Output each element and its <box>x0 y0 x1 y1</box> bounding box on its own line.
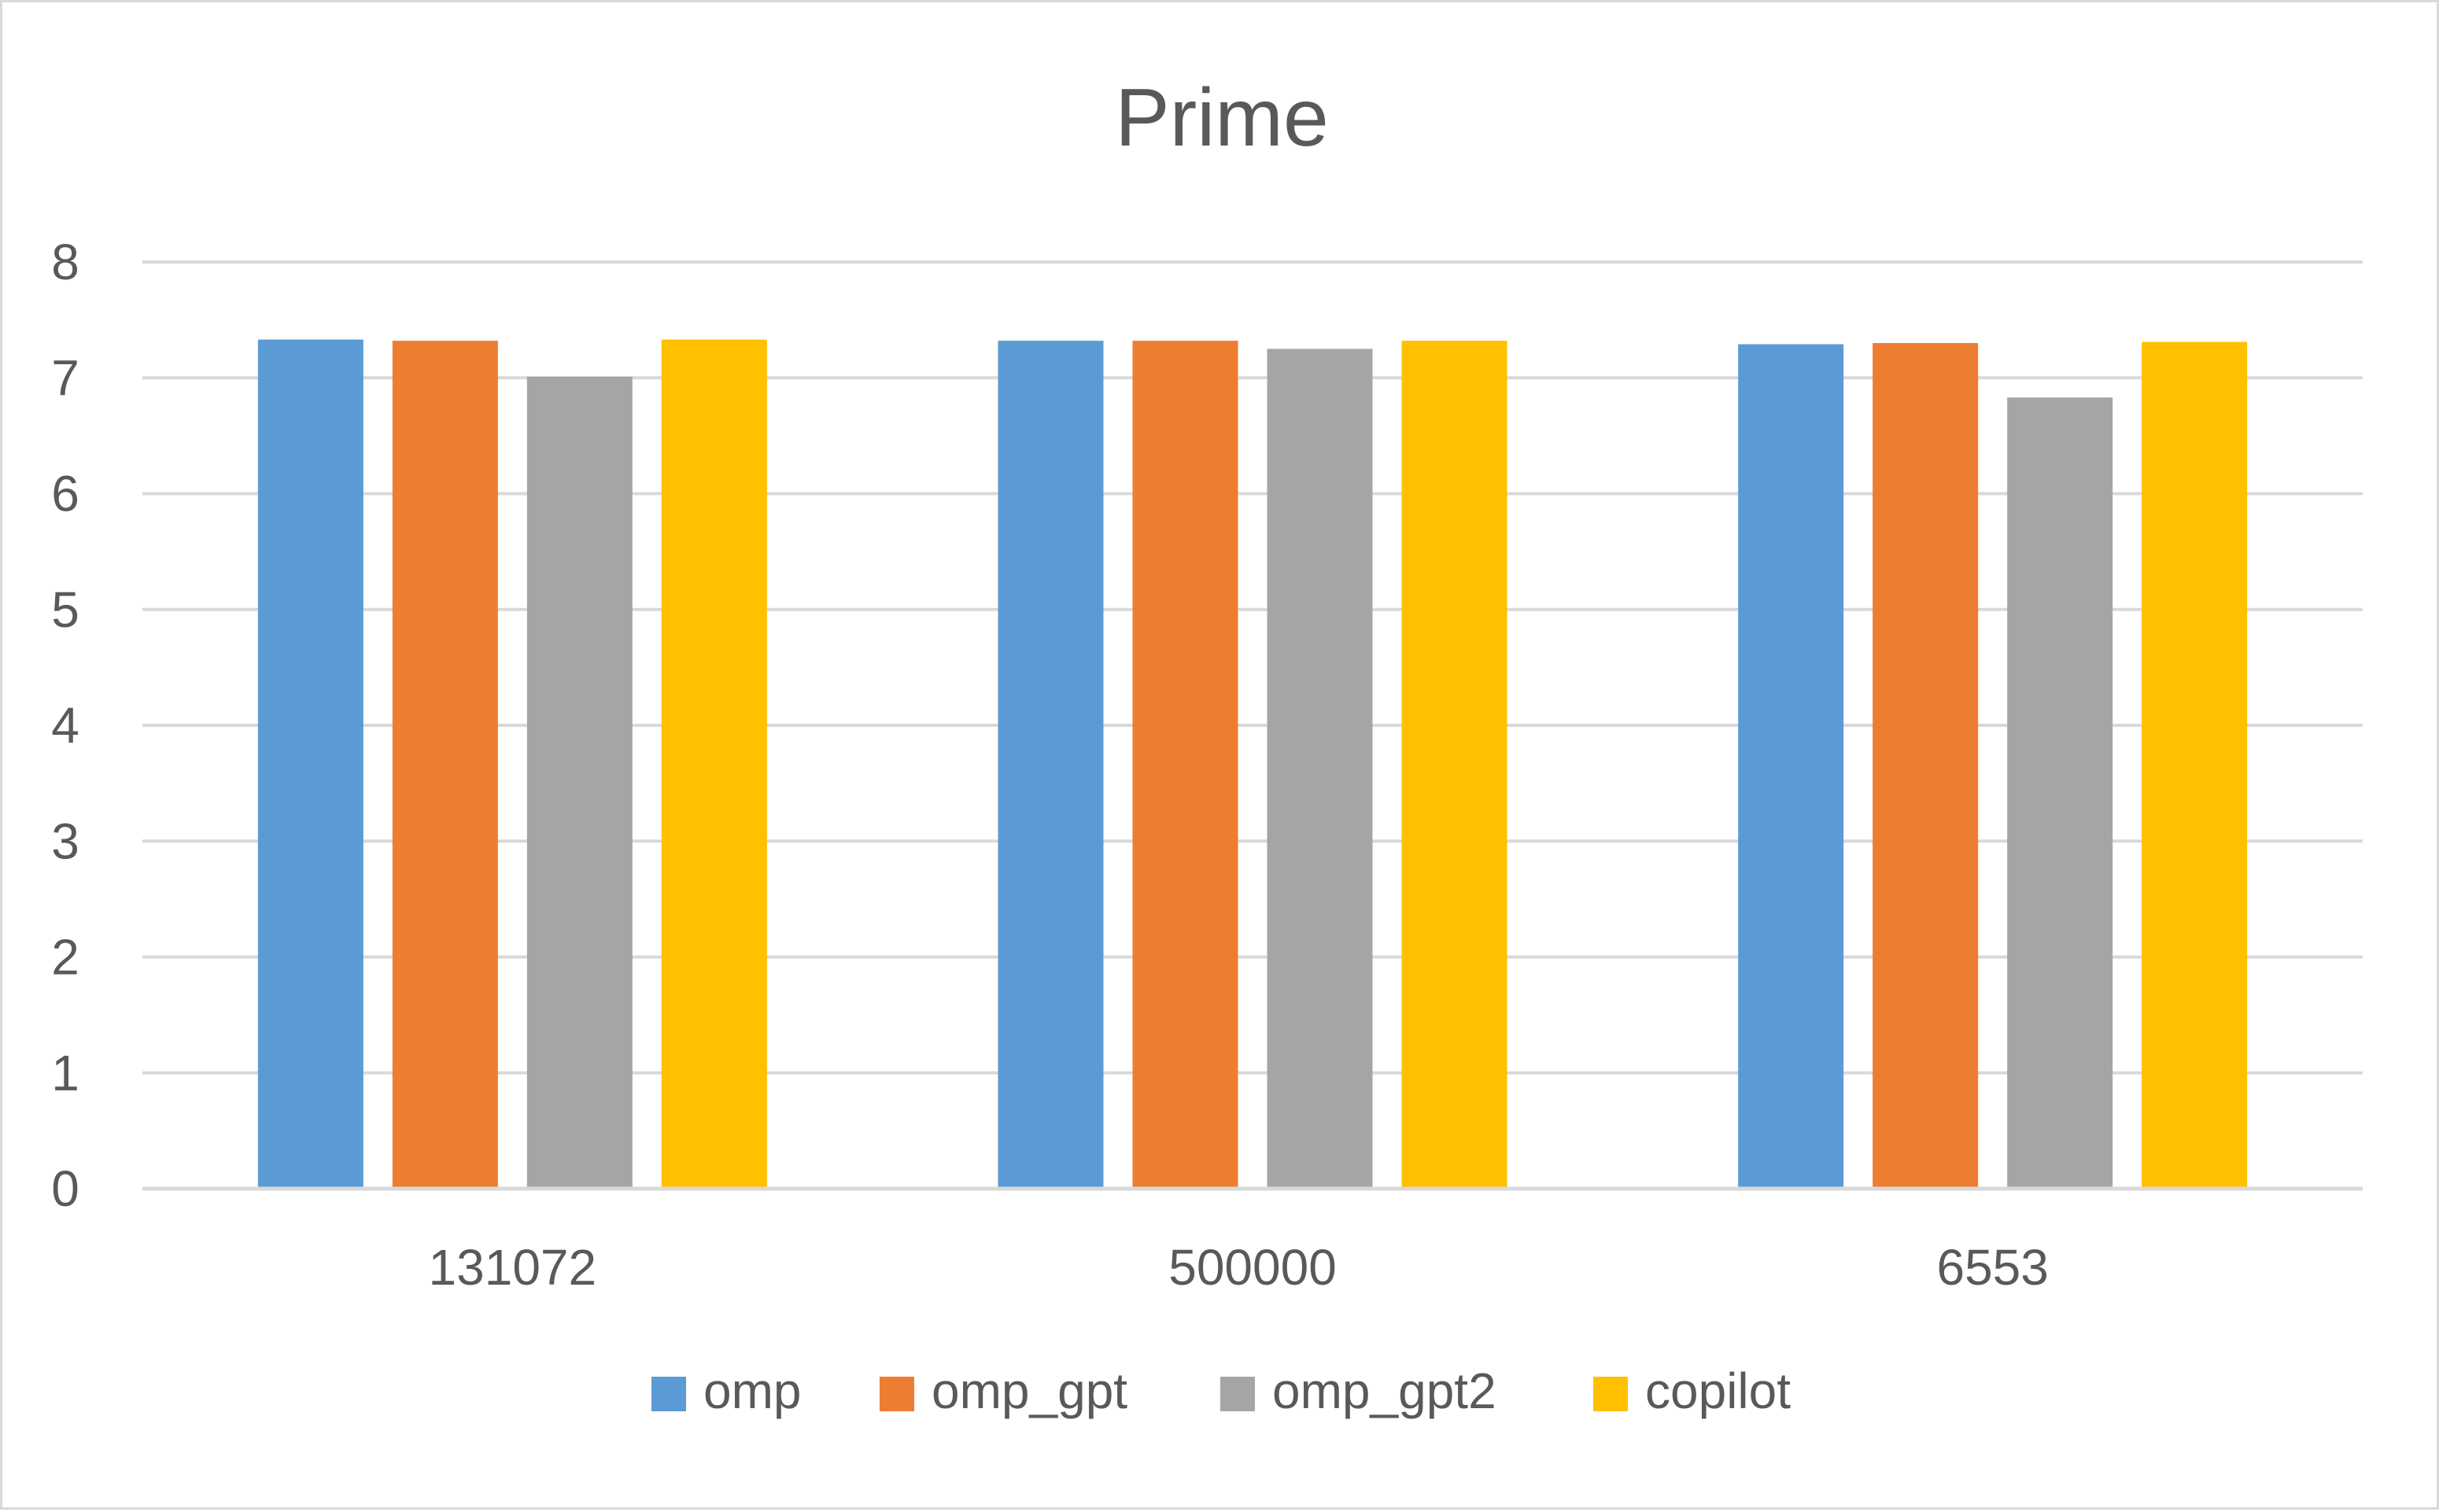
y-tick-label: 2 <box>51 929 79 986</box>
bar-omp_gpt2-500000 <box>1267 348 1373 1189</box>
bar-omp_gpt2-131072 <box>526 376 633 1189</box>
y-tick-label: 6 <box>51 466 79 522</box>
x-axis-ticks: 131072 500000 6553 <box>429 1239 2049 1296</box>
x-tick-label: 500000 <box>1168 1239 1337 1296</box>
legend-swatch <box>1220 1377 1255 1411</box>
bar-omp-500000 <box>998 341 1104 1189</box>
bar-omp-6553 <box>1738 344 1844 1189</box>
y-tick-label: 7 <box>51 349 79 406</box>
legend-swatch <box>1593 1377 1628 1411</box>
legend-item-omp_gpt2: omp_gpt2 <box>1220 1363 1496 1419</box>
y-tick-label: 1 <box>51 1045 79 1101</box>
y-tick-label: 4 <box>51 697 79 754</box>
bar-omp_gpt-6553 <box>1873 343 1979 1189</box>
chart-title: Prime <box>1115 72 1329 164</box>
bar-copilot-6553 <box>2142 341 2248 1189</box>
bar-copilot-500000 <box>1401 341 1507 1189</box>
bars <box>142 339 2363 1191</box>
bar-copilot-131072 <box>661 339 767 1189</box>
y-axis-ticks: 0 1 2 3 4 5 6 7 8 <box>51 234 79 1217</box>
legend-label: omp <box>703 1363 802 1419</box>
legend-item-omp: omp <box>651 1363 802 1419</box>
legend-item-copilot: copilot <box>1593 1363 1791 1419</box>
bar-omp-131072 <box>257 339 363 1189</box>
y-tick-label: 0 <box>51 1160 79 1217</box>
x-tick-label: 6553 <box>1936 1239 2048 1296</box>
legend-label: copilot <box>1645 1363 1791 1419</box>
legend-label: omp_gpt <box>932 1363 1127 1419</box>
bar-omp_gpt-500000 <box>1132 341 1238 1189</box>
legend-swatch <box>651 1377 686 1411</box>
legend-item-omp_gpt: omp_gpt <box>880 1363 1127 1419</box>
legend-label: omp_gpt2 <box>1272 1363 1496 1419</box>
legend-swatch <box>880 1377 914 1411</box>
bar-omp_gpt-131072 <box>392 341 498 1189</box>
y-tick-label: 3 <box>51 813 79 869</box>
x-tick-label: 131072 <box>429 1239 597 1296</box>
gridlines <box>142 260 2363 1191</box>
legend: omp omp_gpt omp_gpt2 copilot <box>651 1363 1791 1419</box>
bar-omp_gpt2-6553 <box>2007 397 2113 1189</box>
y-tick-label: 5 <box>51 581 79 638</box>
y-tick-label: 8 <box>51 234 79 290</box>
